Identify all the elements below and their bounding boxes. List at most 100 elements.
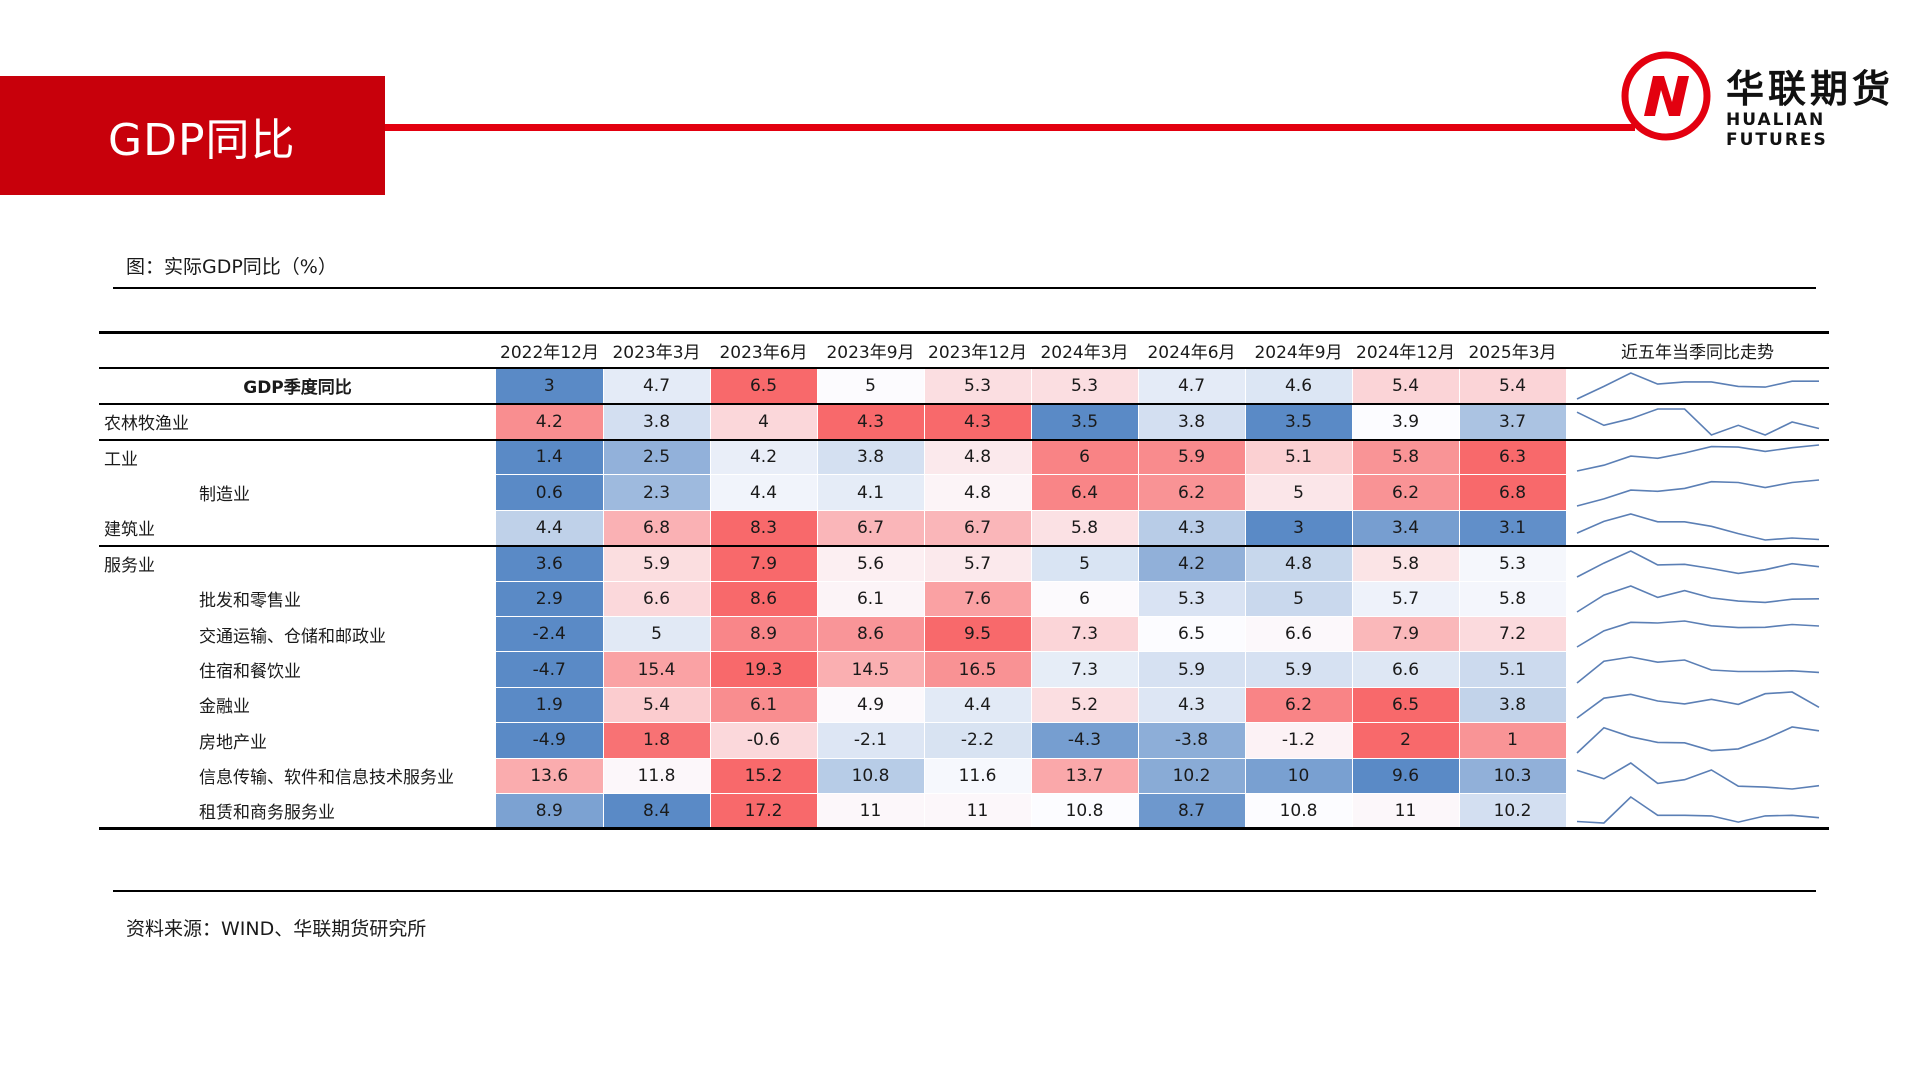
sparkline-cell <box>1566 758 1829 793</box>
value-cell: 0.6 <box>496 474 604 511</box>
value-cell: -4.9 <box>496 722 604 759</box>
value-cell: 1 <box>1459 722 1567 759</box>
value-cell: 5.7 <box>924 545 1032 582</box>
value-cell: 10.8 <box>1245 793 1353 831</box>
sparkline-cell <box>1566 793 1829 831</box>
value-cell: -4.7 <box>496 651 604 688</box>
value-cell: 4.9 <box>817 687 925 724</box>
value-cell: 10.8 <box>817 758 925 794</box>
column-header: 2025年3月 <box>1459 331 1566 369</box>
column-header: 2023年6月 <box>710 331 817 369</box>
row-label: 租赁和商务服务业 <box>99 793 496 831</box>
value-cell: 5.4 <box>603 687 711 724</box>
row-label: GDP季度同比 <box>99 367 496 405</box>
value-cell: -0.6 <box>710 722 818 759</box>
value-cell: 3 <box>496 367 604 405</box>
row-label: 服务业 <box>104 556 155 577</box>
trend-sparkline <box>1575 655 1819 684</box>
value-cell: 1.9 <box>496 687 604 724</box>
value-cell: 9.5 <box>924 616 1032 653</box>
value-cell: 5.8 <box>1459 581 1567 617</box>
value-cell: 8.9 <box>710 616 818 653</box>
value-cell: 5.1 <box>1245 439 1353 476</box>
value-cell: 3.5 <box>1245 403 1353 441</box>
sparkline-path <box>1576 549 1819 578</box>
value-cell: 5.8 <box>1031 510 1139 547</box>
value-cell: 4.7 <box>603 367 711 405</box>
company-logo: 华联期货 HUALIAN FUTURES <box>1620 50 1910 150</box>
value-cell: 8.6 <box>710 581 818 617</box>
row-label: 建筑业 <box>99 510 496 547</box>
value-cell: 3.8 <box>1138 403 1246 441</box>
value-cell: -2.4 <box>496 616 604 653</box>
value-cell: 4.2 <box>1138 545 1246 582</box>
value-cell: 10 <box>1245 758 1353 794</box>
value-cell: 15.2 <box>710 758 818 794</box>
value-cell: 4.3 <box>817 403 925 441</box>
value-cell: 7.9 <box>1352 616 1460 653</box>
sparkline-path <box>1576 584 1819 613</box>
sparkline-path <box>1576 371 1819 400</box>
value-cell: 3 <box>1245 510 1353 547</box>
value-cell: -2.2 <box>924 722 1032 759</box>
sparkline-cell <box>1566 616 1829 651</box>
sparkline-cell <box>1566 546 1829 581</box>
value-cell: 3.7 <box>1459 403 1567 441</box>
value-cell: 6.7 <box>924 510 1032 547</box>
trend-sparkline <box>1576 691 1819 719</box>
value-cell: 4.7 <box>1138 367 1246 405</box>
table-row: 工业 1.4 2.5 4.2 3.8 4.8 6 5.9 5.1 5.8 6.3 <box>99 439 1829 476</box>
hualian-logo-icon <box>1621 51 1711 141</box>
value-cell: 10.3 <box>1459 758 1567 794</box>
value-cell: 3.9 <box>1352 403 1460 441</box>
figure-caption: 图：实际GDP同比（%） <box>126 256 337 278</box>
value-cell: 10.2 <box>1138 758 1246 794</box>
sparkline-cell <box>1566 723 1829 758</box>
value-cell: 3.8 <box>603 403 711 441</box>
value-cell: 2.9 <box>496 581 604 617</box>
sparkline-path <box>1576 513 1819 542</box>
table-row: 住宿和餐饮业 -4.7 15.4 19.3 14.5 16.5 7.3 5.9 5.9 6.6 5.… <box>99 651 1829 688</box>
sparkline-path <box>1576 761 1819 790</box>
value-cell: 3.4 <box>1352 510 1460 547</box>
sparkline-path <box>1576 407 1819 436</box>
trend-sparkline <box>1576 371 1819 400</box>
trend-column-header: 近五年当季同比走势 <box>1566 331 1829 369</box>
value-cell: 14.5 <box>817 651 925 688</box>
value-cell: 4.3 <box>924 403 1032 441</box>
value-cell: -2.1 <box>817 722 925 759</box>
value-cell: 5 <box>1245 581 1353 617</box>
value-cell: 6.3 <box>1459 439 1567 476</box>
sparkline-cell <box>1566 581 1829 616</box>
row-label: 住宿和餐饮业 <box>199 662 301 683</box>
value-cell: 7.9 <box>710 545 818 582</box>
column-header: 2022年12月 <box>496 331 603 369</box>
row-label: 制造业 <box>199 485 250 506</box>
row-label: 房地产业 <box>199 732 267 753</box>
value-cell: 4.8 <box>924 474 1032 511</box>
value-cell: 5.8 <box>1352 545 1460 582</box>
value-cell: 8.6 <box>817 616 925 653</box>
sparkline-path <box>1576 691 1819 719</box>
value-cell: 11 <box>817 793 925 831</box>
value-cell: 5.3 <box>1138 581 1246 617</box>
caption-rule <box>113 287 1816 289</box>
value-cell: 17.2 <box>710 793 818 831</box>
value-cell: 13.7 <box>1031 758 1139 794</box>
value-cell: 5 <box>1245 474 1353 511</box>
sparkline-path <box>1576 620 1819 648</box>
value-cell: 19.3 <box>710 651 818 688</box>
row-label: 工业 <box>104 450 138 471</box>
column-header: 2024年12月 <box>1352 331 1459 369</box>
value-cell: 4.8 <box>924 439 1032 476</box>
trend-sparkline <box>1576 513 1819 542</box>
sparkline-cell <box>1566 440 1829 475</box>
table-row: 服务业 3.6 5.9 7.9 5.6 5.7 5 4.2 4.8 5.8 5.3 <box>99 545 1829 582</box>
value-cell: 5.9 <box>1138 439 1246 476</box>
trend-sparkline <box>1576 407 1819 436</box>
value-cell: 5 <box>603 616 711 653</box>
value-cell: 4.3 <box>1138 510 1246 547</box>
value-cell: -1.2 <box>1245 722 1353 759</box>
value-cell: -4.3 <box>1031 722 1139 759</box>
table-row: 制造业 0.6 2.3 4.4 4.1 4.8 6.4 6.2 5 6.2 6.8 <box>99 474 1829 511</box>
